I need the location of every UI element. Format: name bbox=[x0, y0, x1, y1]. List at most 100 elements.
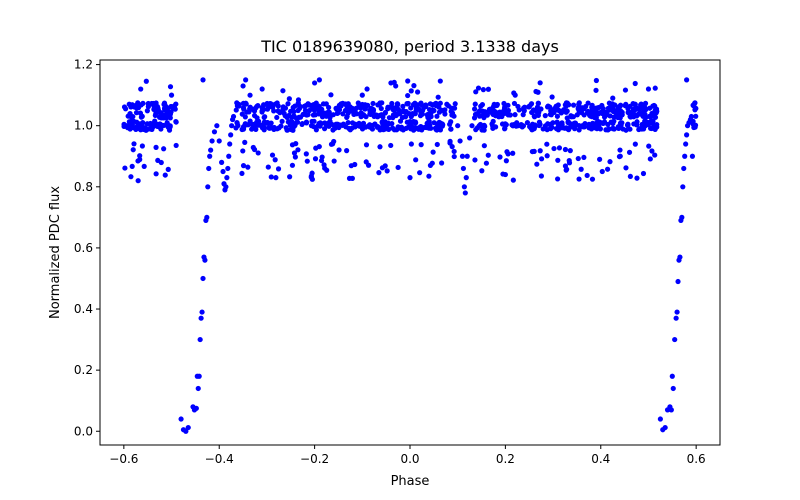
data-point bbox=[398, 124, 405, 130]
data-point bbox=[347, 127, 353, 133]
data-point bbox=[606, 100, 612, 106]
data-point bbox=[242, 139, 248, 145]
data-point bbox=[581, 154, 587, 161]
data-point bbox=[459, 153, 466, 159]
data-point bbox=[243, 77, 249, 83]
data-point bbox=[439, 160, 445, 166]
data-point bbox=[131, 104, 138, 110]
plot-area: −0.6 −0.4 −0.2 0.0 0.2 0.4 0.6 0.0 0.2 0.4 0.6 0.8… bbox=[74, 58, 721, 466]
data-point bbox=[554, 106, 560, 113]
data-point bbox=[236, 103, 242, 109]
data-point bbox=[551, 145, 557, 152]
data-point bbox=[302, 107, 309, 114]
data-point bbox=[388, 80, 394, 86]
data-point bbox=[652, 85, 658, 91]
data-point bbox=[682, 153, 688, 159]
data-point bbox=[597, 156, 603, 162]
data-point bbox=[333, 105, 339, 111]
data-point bbox=[244, 109, 250, 115]
data-point bbox=[255, 150, 261, 156]
data-point bbox=[502, 125, 508, 131]
y-tick-label: 0.2 bbox=[74, 363, 93, 377]
data-point bbox=[544, 153, 550, 159]
data-point bbox=[202, 257, 208, 263]
data-point bbox=[288, 108, 294, 114]
data-point bbox=[624, 122, 631, 128]
data-point bbox=[345, 110, 351, 116]
data-point bbox=[437, 78, 443, 84]
data-point bbox=[538, 173, 545, 179]
data-point bbox=[668, 407, 674, 413]
data-point bbox=[428, 113, 434, 120]
data-point bbox=[457, 138, 463, 144]
data-point bbox=[627, 103, 633, 109]
data-point bbox=[640, 170, 647, 177]
data-point bbox=[670, 385, 676, 392]
data-point bbox=[268, 124, 274, 130]
data-point bbox=[413, 105, 419, 111]
data-point bbox=[154, 104, 161, 110]
data-point bbox=[227, 141, 233, 147]
data-point bbox=[564, 108, 570, 114]
data-point bbox=[352, 124, 358, 130]
data-point bbox=[603, 127, 609, 133]
data-point bbox=[549, 94, 555, 100]
y-tick-label: 0.8 bbox=[74, 180, 93, 194]
y-tick-label: 1.2 bbox=[74, 58, 93, 72]
data-point bbox=[549, 124, 555, 131]
x-tick-label: −0.2 bbox=[300, 452, 329, 466]
data-point bbox=[226, 153, 232, 159]
data-point bbox=[617, 153, 623, 159]
data-point bbox=[611, 114, 617, 120]
data-point bbox=[158, 159, 164, 166]
data-point bbox=[588, 113, 594, 119]
data-point bbox=[601, 119, 608, 125]
data-point bbox=[340, 111, 346, 117]
data-point bbox=[391, 127, 398, 133]
data-point bbox=[500, 111, 506, 117]
data-point bbox=[198, 315, 204, 321]
data-point bbox=[139, 143, 145, 149]
y-axis-label: Normalized PDC flux bbox=[48, 186, 63, 319]
data-point bbox=[537, 80, 543, 86]
data-point bbox=[206, 165, 212, 172]
data-point bbox=[408, 105, 414, 111]
data-point bbox=[593, 77, 599, 84]
data-point bbox=[538, 156, 545, 162]
data-point bbox=[607, 159, 613, 165]
data-point bbox=[289, 142, 296, 148]
data-point bbox=[469, 123, 475, 129]
data-point bbox=[121, 123, 127, 129]
data-point bbox=[434, 127, 440, 133]
data-point bbox=[265, 164, 271, 170]
data-point bbox=[649, 113, 655, 119]
data-point bbox=[408, 120, 414, 126]
data-point bbox=[511, 122, 517, 129]
data-point bbox=[430, 149, 436, 155]
data-point bbox=[359, 92, 365, 98]
x-tick-label: 0.2 bbox=[496, 452, 515, 466]
data-point bbox=[144, 108, 150, 114]
data-point bbox=[652, 126, 658, 132]
data-point bbox=[586, 124, 592, 130]
data-point bbox=[480, 87, 486, 93]
data-point bbox=[284, 127, 290, 133]
data-point bbox=[534, 161, 540, 167]
data-point bbox=[475, 85, 482, 91]
data-point bbox=[126, 123, 132, 130]
data-point bbox=[408, 88, 414, 94]
data-point bbox=[264, 120, 270, 126]
data-point bbox=[165, 166, 171, 172]
data-point bbox=[448, 105, 455, 111]
data-point bbox=[336, 102, 342, 108]
data-point bbox=[300, 111, 306, 117]
data-point bbox=[240, 163, 247, 169]
data-point bbox=[473, 127, 479, 133]
data-point bbox=[412, 119, 419, 125]
data-point bbox=[200, 77, 206, 83]
x-tick-label: −0.6 bbox=[109, 452, 138, 466]
data-point bbox=[426, 119, 432, 125]
data-point bbox=[424, 124, 430, 131]
data-point bbox=[451, 148, 457, 155]
data-point bbox=[325, 121, 331, 127]
